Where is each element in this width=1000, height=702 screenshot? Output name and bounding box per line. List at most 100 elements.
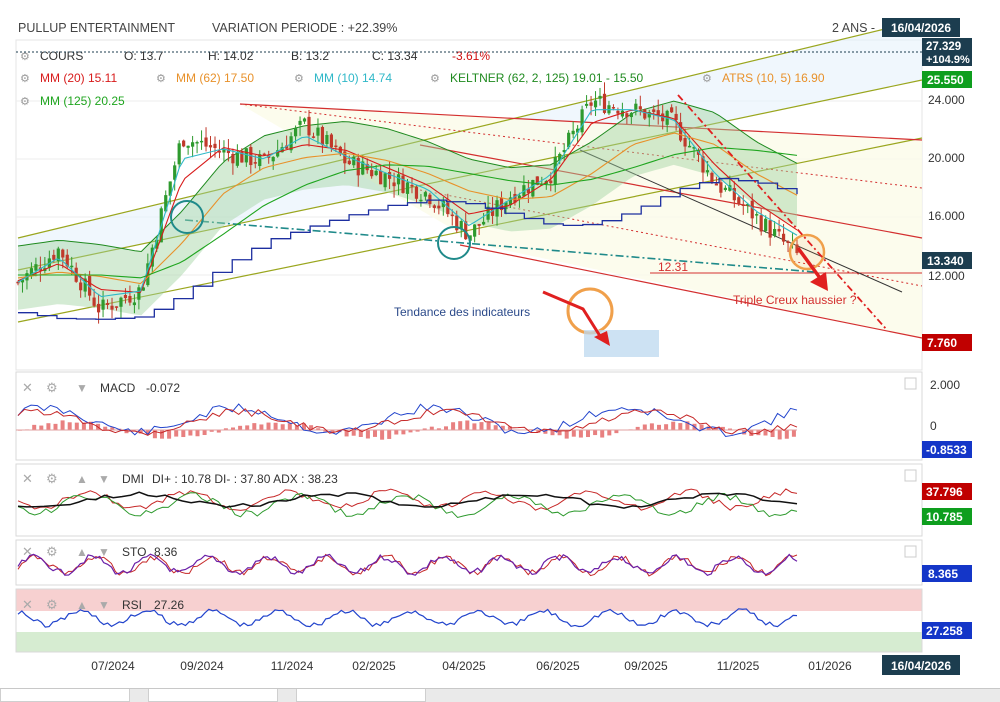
macd-bar: [203, 430, 207, 435]
candle-body: [782, 234, 785, 242]
candle-body: [764, 219, 767, 231]
sto-label: STO: [122, 545, 146, 559]
macd-bar: [366, 430, 370, 438]
orange-circle: [790, 235, 824, 269]
bottom-tab[interactable]: [148, 689, 278, 702]
legend-close: C: 13.34: [372, 49, 418, 63]
x-tick: 11/2025: [717, 659, 760, 673]
gear-icon[interactable]: ⚙: [46, 597, 58, 612]
macd-bar: [444, 426, 448, 430]
price-tick: 20.000: [928, 151, 965, 165]
candle-body: [634, 104, 637, 110]
x-tick: 09/2024: [180, 659, 224, 673]
candle-body: [321, 127, 324, 145]
macd-bar: [643, 424, 647, 430]
bottom-tab-bar: [0, 688, 1000, 702]
candle-body: [133, 302, 136, 305]
candle-body: [652, 109, 655, 112]
legend-keltner: KELTNER (62, 2, 125) 19.01 - 15.50: [450, 71, 644, 85]
candle-body: [325, 135, 328, 144]
candle-body: [401, 176, 404, 193]
candle-body: [437, 206, 440, 209]
candle-body: [773, 229, 776, 236]
macd-bar: [472, 423, 476, 430]
gear-icon[interactable]: ⚙: [46, 380, 58, 395]
price-tick: 16.000: [928, 209, 965, 223]
arrow-up-icon[interactable]: ▲: [76, 545, 88, 559]
candle-body: [755, 214, 758, 216]
dmi-green-value: 10.785: [926, 510, 963, 524]
candle-body: [298, 121, 301, 125]
gear-icon[interactable]: ⚙: [46, 544, 58, 559]
macd-value: -0.072: [146, 381, 180, 395]
red-price-value: 7.760: [927, 336, 957, 350]
candle-body: [195, 142, 198, 144]
gear-icon[interactable]: ⚙: [20, 51, 30, 63]
sto-panel-corner: [905, 546, 916, 557]
macd-bar: [274, 423, 278, 430]
arrow-down-icon[interactable]: ▼: [98, 545, 110, 559]
legend-mm20: MM (20) 15.11: [40, 71, 117, 85]
candle-body: [128, 296, 131, 303]
candle-body: [272, 157, 275, 161]
candle-body: [428, 195, 431, 204]
gear-icon[interactable]: ⚙: [430, 73, 440, 85]
macd-bar: [259, 424, 263, 430]
candle-body: [384, 173, 387, 187]
bottom-tab[interactable]: [0, 689, 130, 702]
gear-icon[interactable]: ⚙: [294, 73, 304, 85]
gear-icon[interactable]: ⚙: [20, 73, 30, 85]
period-selector[interactable]: 2 ANS -: [832, 21, 875, 35]
arrow-up-icon[interactable]: ▲: [76, 472, 88, 486]
macd-bar: [75, 423, 79, 430]
legend-mm62: MM (62) 17.50: [176, 71, 254, 85]
gear-icon[interactable]: ⚙: [46, 471, 58, 486]
close-icon[interactable]: ✕: [22, 544, 33, 559]
candle-body: [598, 96, 601, 99]
candle-body: [334, 146, 337, 148]
candle-body: [213, 144, 216, 148]
x-tick: 06/2025: [536, 659, 580, 673]
dmi-red-value: 37.796: [926, 485, 963, 499]
blue-box: [584, 330, 659, 357]
macd-bar: [650, 423, 654, 430]
macd-bar: [785, 430, 789, 439]
macd-bar: [480, 422, 484, 430]
close-icon[interactable]: ✕: [22, 471, 33, 486]
candle-body: [52, 255, 55, 260]
candle-body: [316, 128, 319, 136]
candle-body: [110, 306, 113, 310]
macd-bar: [664, 424, 668, 430]
candle-body: [79, 282, 82, 290]
close-icon[interactable]: ✕: [22, 380, 33, 395]
x-date-badge-text: 16/04/2026: [891, 659, 951, 673]
green-price-value: 25.550: [927, 73, 964, 87]
macd-bar: [46, 423, 50, 430]
gear-icon[interactable]: ⚙: [156, 73, 166, 85]
macd-bar: [586, 430, 590, 437]
bottom-tab[interactable]: [296, 689, 426, 702]
arrow-down-icon[interactable]: ▼: [98, 472, 110, 486]
candle-body: [549, 181, 552, 184]
gear-icon[interactable]: ⚙: [702, 73, 712, 85]
candle-body: [182, 141, 185, 147]
arrow-up-icon[interactable]: ▲: [76, 598, 88, 612]
candle-body: [106, 303, 109, 305]
candle-body: [625, 113, 628, 117]
max-price-value: 27.329: [926, 41, 961, 53]
macd-bar: [487, 422, 491, 430]
macd-label: MACD: [100, 381, 136, 395]
arrow-down-icon[interactable]: ▼: [98, 598, 110, 612]
macd-bar: [401, 430, 405, 434]
candle-body: [482, 222, 485, 225]
macd-bar: [678, 423, 682, 430]
candle-body: [531, 180, 534, 197]
arrow-down-icon[interactable]: ▼: [76, 381, 88, 395]
candle-body: [93, 298, 96, 306]
close-icon[interactable]: ✕: [22, 597, 33, 612]
macd-bar: [181, 430, 185, 437]
macd-bar: [394, 430, 398, 435]
macd-bar: [465, 420, 469, 430]
candle-body: [236, 152, 239, 166]
gear-icon[interactable]: ⚙: [20, 96, 30, 108]
